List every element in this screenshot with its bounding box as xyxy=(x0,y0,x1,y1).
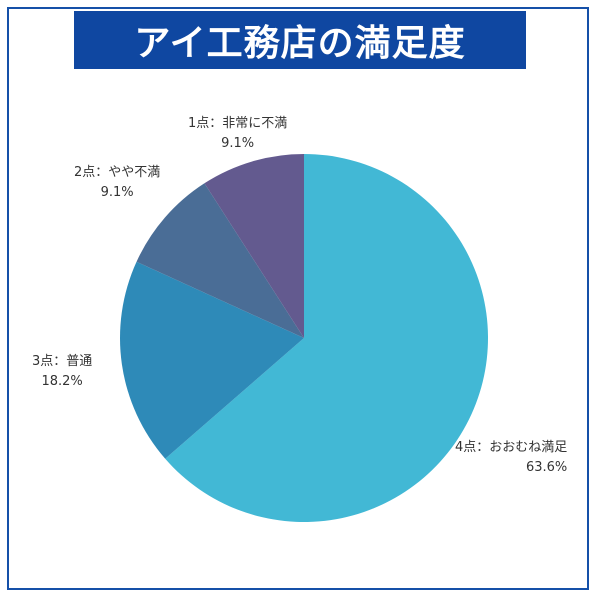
slice-label-2-value: 9.1% xyxy=(100,185,134,200)
slice-label-1: 1点：非常に不満 9.1% xyxy=(188,114,287,154)
slice-label-1-name: 1点：非常に不満 xyxy=(188,116,288,131)
slice-label-4-name: 4点：おおむね満足 xyxy=(455,440,568,455)
slice-label-4: 4点：おおむね満足 63.6% xyxy=(455,438,567,478)
pie-slice-3 xyxy=(119,261,304,459)
slice-label-3-value: 18.2% xyxy=(41,374,83,389)
pie-slice-1 xyxy=(204,154,304,338)
slice-label-2-name: 2点：やや不満 xyxy=(74,165,161,180)
slice-label-3-name: 3点：普通 xyxy=(32,354,93,369)
slice-label-1-value: 9.1% xyxy=(221,136,255,151)
slice-label-3: 3点：普通 18.2% xyxy=(32,352,92,392)
chart-title: アイ工務店の満足度 xyxy=(134,23,466,64)
pie-slice-2 xyxy=(136,183,304,338)
title-banner: アイ工務店の満足度 xyxy=(74,11,526,69)
pie-slice-4 xyxy=(165,154,488,522)
slice-label-2: 2点：やや不満 9.1% xyxy=(74,163,160,203)
slice-label-4-value: 63.6% xyxy=(525,460,568,475)
